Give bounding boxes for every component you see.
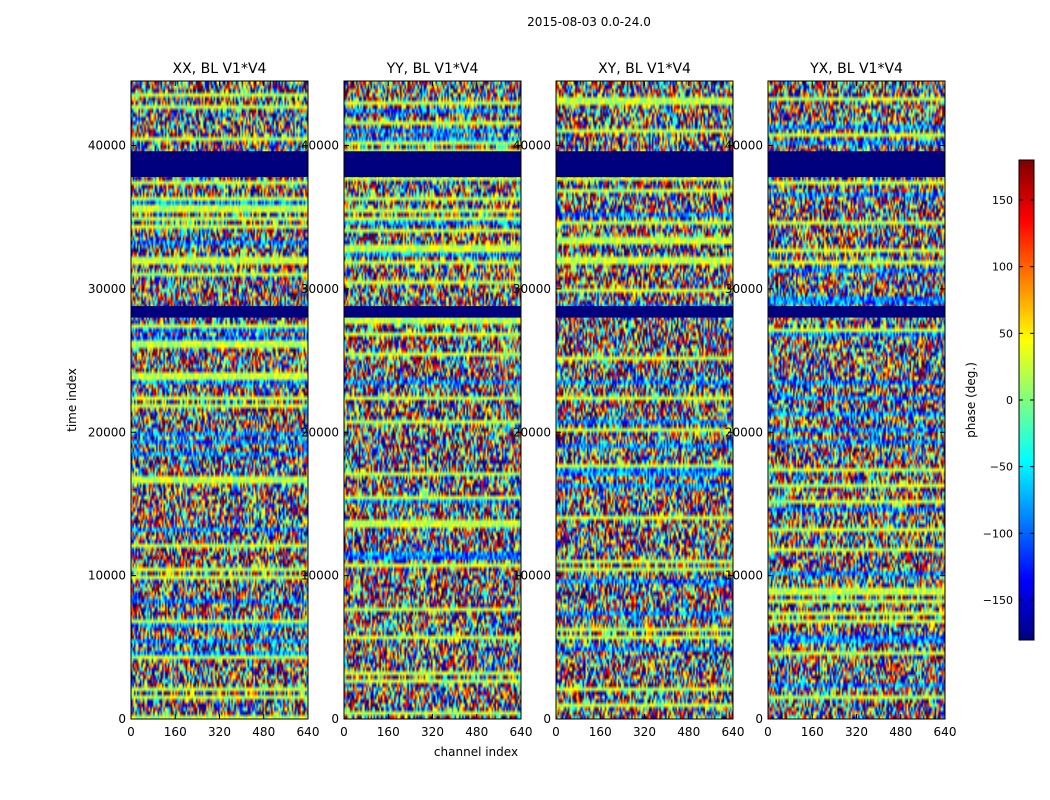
x-tick-label: 320 — [633, 725, 656, 739]
panel-heatmap-image — [768, 81, 945, 719]
colorbar-label: phase (deg.) — [964, 362, 978, 438]
x-tick-label: 160 — [801, 725, 824, 739]
figure-title: 2015-08-03 0.0-24.0 — [527, 15, 651, 29]
colorbar: 150 100 50 0 −50 −100 −150 — [983, 159, 1035, 641]
x-tick-label: 640 — [510, 725, 533, 739]
x-tick-label: 480 — [677, 725, 700, 739]
flagged-band — [556, 151, 733, 178]
y-tick-label: 30000 — [513, 282, 551, 296]
x-tick-label: 640 — [934, 725, 957, 739]
flagged-band — [344, 306, 521, 318]
x-tick-label: 0 — [340, 725, 348, 739]
y-tick-label: 10000 — [88, 569, 126, 583]
y-tick-label: 10000 — [301, 569, 339, 583]
x-tick-label: 0 — [764, 725, 772, 739]
y-tick-label: 40000 — [301, 139, 339, 153]
x-tick-label: 320 — [208, 725, 231, 739]
y-tick-label: 20000 — [301, 425, 339, 439]
panel-xx: XX, BL V1*V4 0 160 320 480 640 0 10000 20000 3000… — [88, 61, 320, 739]
panels: XX, BL V1*V4 0 160 320 480 640 0 10000 20000 3000… — [88, 61, 957, 739]
y-tick-label: 30000 — [725, 282, 763, 296]
flagged-band — [131, 306, 308, 318]
x-tick-label: 480 — [465, 725, 488, 739]
flagged-band — [131, 151, 308, 178]
y-tick-label: 10000 — [725, 569, 763, 583]
x-tick-label: 160 — [164, 725, 187, 739]
flagged-band — [556, 306, 733, 318]
panel-heatmap-image — [344, 81, 521, 719]
y-tick-label: 30000 — [88, 282, 126, 296]
panel-title: YX, BL V1*V4 — [809, 61, 903, 77]
panel-title: XY, BL V1*V4 — [598, 61, 691, 77]
colorbar-tick-label: 50 — [999, 327, 1013, 340]
colorbar-tick-label: 0 — [1006, 394, 1013, 407]
x-tick-label: 160 — [377, 725, 400, 739]
x-tick-label: 0 — [127, 725, 135, 739]
y-tick-label: 10000 — [513, 569, 551, 583]
x-tick-label: 320 — [845, 725, 868, 739]
y-tick-label: 0 — [755, 712, 763, 726]
y-tick-label: 20000 — [88, 425, 126, 439]
panel-title: YY, BL V1*V4 — [386, 61, 479, 77]
y-axis-label: time index — [65, 368, 79, 432]
colorbar-tick-label: −150 — [983, 594, 1013, 607]
y-tick-label: 20000 — [725, 425, 763, 439]
panel-yy: YY, BL V1*V4 0 160 320 480 640 0 10000 20000 3000… — [301, 61, 533, 739]
x-tick-label: 160 — [589, 725, 612, 739]
panel-yx: YX, BL V1*V4 0 160 320 480 640 0 10000 20000 3000… — [725, 61, 957, 739]
x-tick-label: 320 — [421, 725, 444, 739]
colorbar-tick-label: 100 — [992, 261, 1013, 274]
y-tick-label: 20000 — [513, 425, 551, 439]
colorbar-tick-label: −100 — [983, 527, 1013, 540]
y-tick-label: 40000 — [88, 139, 126, 153]
y-tick-label: 40000 — [513, 139, 551, 153]
panel-heatmap-image — [131, 81, 308, 719]
panel-heatmap-image — [556, 81, 733, 719]
x-tick-label: 640 — [297, 725, 320, 739]
flagged-band — [768, 306, 945, 318]
panel-xy: XY, BL V1*V4 0 160 320 480 640 0 10000 20000 3000… — [513, 61, 745, 739]
flagged-band — [768, 151, 945, 178]
flagged-band — [344, 151, 521, 178]
x-tick-label: 0 — [552, 725, 560, 739]
x-axis-label: channel index — [434, 745, 518, 759]
y-tick-label: 0 — [331, 712, 339, 726]
y-tick-label: 40000 — [725, 139, 763, 153]
x-tick-label: 640 — [722, 725, 745, 739]
x-tick-label: 480 — [252, 725, 275, 739]
x-tick-label: 480 — [889, 725, 912, 739]
colorbar-tick-label: −50 — [990, 461, 1013, 474]
panel-title: XX, BL V1*V4 — [173, 61, 267, 77]
y-tick-label: 0 — [118, 712, 126, 726]
y-tick-label: 30000 — [301, 282, 339, 296]
y-tick-label: 0 — [543, 712, 551, 726]
colorbar-tick-label: 150 — [992, 194, 1013, 207]
